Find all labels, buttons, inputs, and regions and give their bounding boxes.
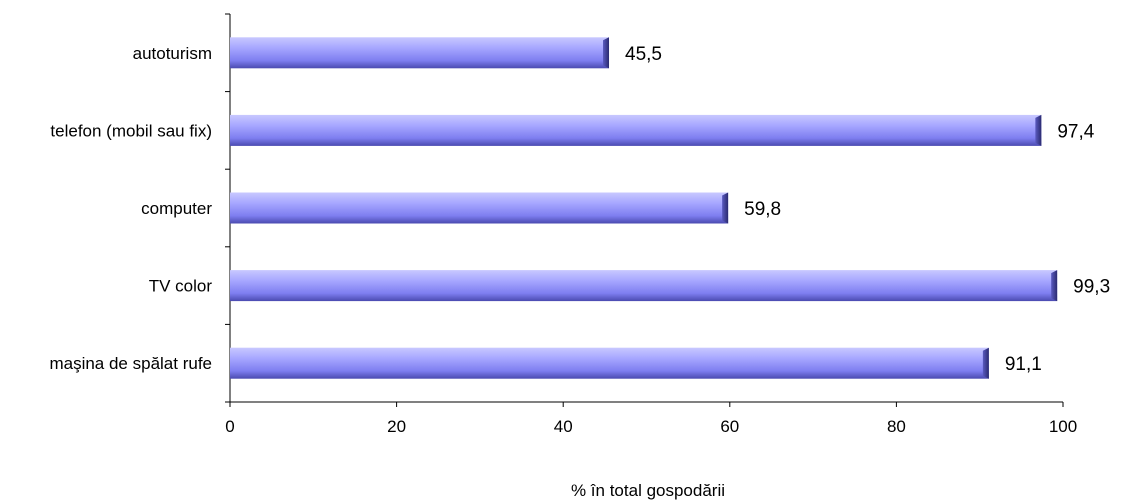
data-label: 99,3 xyxy=(1073,277,1110,298)
bar-group xyxy=(230,347,989,379)
x-tick-label: 60 xyxy=(720,417,739,436)
x-tick-label: 0 xyxy=(225,417,234,436)
bar xyxy=(230,192,729,224)
x-tick-label: 100 xyxy=(1049,417,1077,436)
bar-group xyxy=(230,37,610,69)
x-tick-label: 40 xyxy=(554,417,573,436)
bar xyxy=(230,114,1042,146)
data-label: 45,5 xyxy=(625,44,662,65)
data-label: 91,1 xyxy=(1005,354,1042,375)
category-label: TV color xyxy=(149,277,213,296)
bar xyxy=(230,37,610,69)
bar-end-cap xyxy=(722,192,729,224)
bar-end-cap xyxy=(1051,270,1058,302)
bar-group xyxy=(230,270,1058,302)
bar-end-cap xyxy=(1035,114,1042,146)
bar-end-cap xyxy=(982,347,989,379)
labels: 0 20 40 60 80 100 autoturism 45,5 telefon (mobil… xyxy=(49,44,1110,436)
bars xyxy=(230,37,1058,379)
data-label: 97,4 xyxy=(1057,121,1094,142)
data-label: 59,8 xyxy=(744,199,781,220)
bar xyxy=(230,347,989,379)
category-label: autoturism xyxy=(133,44,212,63)
x-tick-label: 20 xyxy=(387,417,406,436)
category-label: maşina de spălat rufe xyxy=(49,354,212,373)
category-label: telefon (mobil sau fix) xyxy=(50,121,212,140)
bar xyxy=(230,270,1058,302)
x-axis-title: % în total gospodării xyxy=(571,481,725,500)
bar-group xyxy=(230,114,1042,146)
category-label: computer xyxy=(141,199,212,218)
bar-group xyxy=(230,192,729,224)
bar-end-cap xyxy=(603,37,610,69)
x-tick-label: 80 xyxy=(887,417,906,436)
